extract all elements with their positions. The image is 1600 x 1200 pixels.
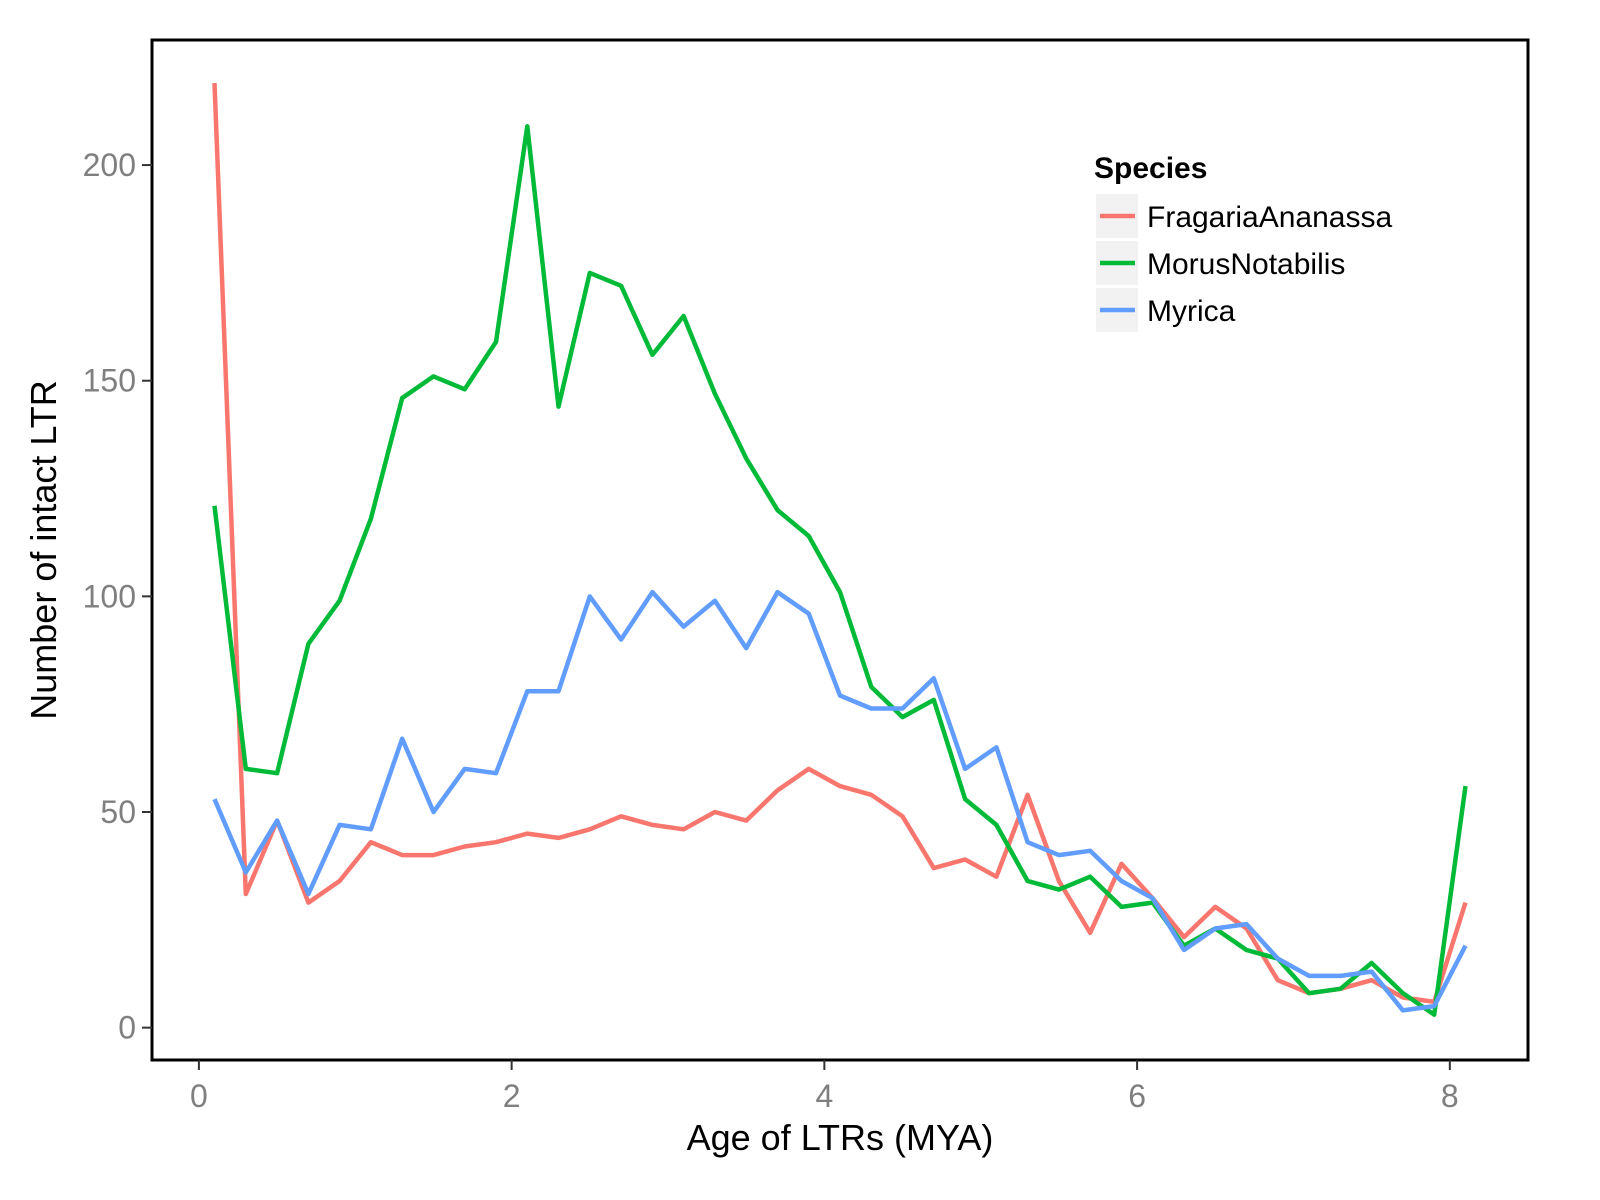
x-tick-label: 0 xyxy=(190,1078,208,1114)
y-tick-label: 0 xyxy=(118,1010,136,1046)
series-line-fragariaananassa xyxy=(212,83,1468,1005)
series-line-myrica xyxy=(212,589,1468,1013)
series-lines xyxy=(212,83,1468,1017)
x-tick-label: 4 xyxy=(815,1078,833,1114)
x-tick-label: 8 xyxy=(1441,1078,1459,1114)
x-axis-title: Age of LTRs (MYA) xyxy=(687,1117,994,1158)
y-tick-label: 150 xyxy=(83,363,136,399)
legend: Species FragariaAnanassa MorusNotabilis My… xyxy=(1094,152,1392,332)
legend-label-fragariaananassa: FragariaAnanassa xyxy=(1147,201,1392,234)
legend-title: Species xyxy=(1094,152,1207,185)
y-tick-label: 200 xyxy=(83,147,136,183)
x-tick-label: 6 xyxy=(1128,1078,1146,1114)
y-tick-label: 100 xyxy=(83,578,136,614)
legend-label-myrica: Myrica xyxy=(1147,295,1236,328)
plot-panel xyxy=(150,38,1530,1062)
y-tick-label: 50 xyxy=(100,794,136,830)
x-tick-label: 2 xyxy=(503,1078,521,1114)
x-axis: 0 2 4 6 8 xyxy=(190,1060,1459,1114)
y-axis: 0 50 100 150 200 xyxy=(83,147,152,1046)
y-axis-title: Number of intact LTR xyxy=(23,380,64,719)
series-line-morusnotabilis xyxy=(212,124,1468,1017)
legend-label-morusnotabilis: MorusNotabilis xyxy=(1147,248,1345,281)
